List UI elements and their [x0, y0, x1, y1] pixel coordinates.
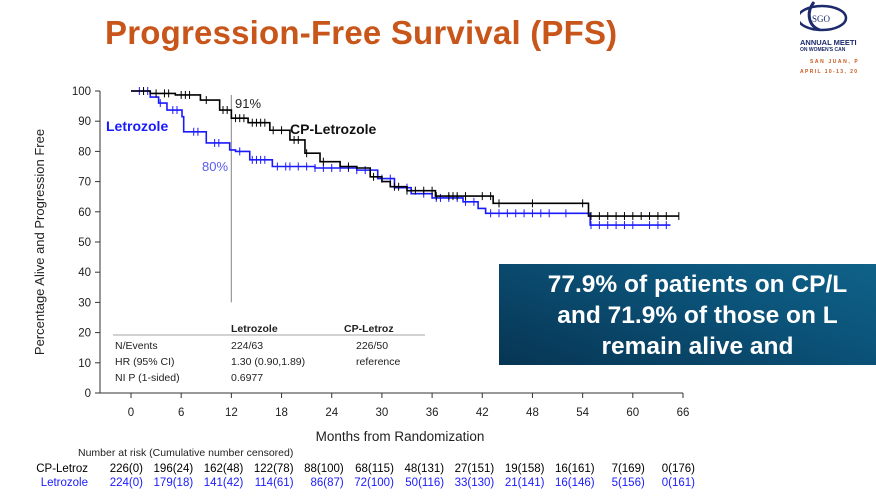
risk-value: 224(0) [110, 477, 143, 489]
x-tick-label: 12 [225, 407, 238, 419]
x-tick-label: 0 [128, 407, 134, 419]
risk-value: 21(141) [505, 477, 545, 489]
x-tick-label: 60 [626, 407, 639, 419]
y-tick-label: 70 [78, 177, 91, 189]
stats-cell: 1.30 (0.90,1.89) [231, 356, 305, 368]
y-tick-label: 30 [78, 297, 91, 309]
y-axis-label: Percentage Alive and Progression Free [32, 129, 47, 355]
risk-value: 226(0) [110, 463, 143, 475]
curve-cp-letrozole [131, 90, 679, 217]
axes: 0 10 20 30 40 50 60 70 80 90 100 0 6 12 18 24 30 36 42 48 54… [72, 86, 690, 419]
risk-value: 196(24) [154, 463, 194, 475]
stats-header-letrozole: Letrozole [231, 323, 278, 335]
risk-value: 7(169) [612, 463, 645, 475]
annotation-91: 91% [235, 96, 261, 111]
sgo-logo: SGO ANNUAL MEETI ON WOMEN'S CAN SAN JUAN… [800, 1, 859, 75]
risk-value: 0(176) [662, 463, 695, 475]
risk-value: 50(116) [405, 477, 444, 489]
y-tick-label: 10 [78, 358, 91, 370]
risk-row-label: Letrozole [41, 477, 88, 489]
stats-header-cp: CP-Letroz [344, 323, 394, 335]
survival-curves [131, 87, 680, 230]
stats-cell: reference [356, 356, 401, 368]
x-tick-label: 18 [275, 407, 288, 419]
risk-value: 72(100) [354, 477, 394, 489]
slide-title: Progression-Free Survival (PFS) [105, 14, 618, 51]
risk-value: 179(18) [154, 477, 194, 489]
logo-line2: ON WOMEN'S CAN [800, 47, 846, 53]
risk-row-label: CP-Letroz [36, 463, 88, 475]
x-tick-label: 36 [426, 407, 439, 419]
stats-cell: 0.6977 [231, 372, 263, 384]
callout-line: 77.9% of patients on CP/L [547, 271, 848, 298]
risk-value: 88(100) [304, 463, 344, 475]
risk-value: 0(161) [662, 477, 695, 489]
stats-cell: 224/63 [231, 340, 263, 352]
x-tick-label: 66 [677, 407, 690, 419]
risk-value: 27(151) [455, 463, 495, 475]
legend-letrozole: Letrozole [106, 118, 168, 134]
risk-value: 114(61) [255, 477, 294, 489]
logo-ellipse [800, 4, 848, 32]
y-tick-label: 20 [78, 328, 91, 340]
legend-cp-letrozole: CP-Letrozole [290, 121, 377, 137]
logo-line1: ANNUAL MEETI [800, 38, 857, 47]
callout-line: and 71.9% of those on L [557, 302, 838, 329]
callout-line: remain alive and [601, 333, 794, 360]
risk-value: 5(156) [612, 477, 645, 489]
annotation-80: 80% [202, 159, 228, 174]
risk-value: 122(78) [254, 463, 294, 475]
risk-value: 162(48) [204, 463, 244, 475]
y-tick-label: 100 [72, 86, 91, 98]
y-tick-label: 40 [78, 267, 91, 279]
y-tick-label: 90 [78, 116, 91, 128]
x-tick-label: 30 [376, 407, 389, 419]
y-tick-label: 60 [78, 207, 91, 219]
logo-swoosh [807, 1, 821, 32]
logo-line4: APRIL 10-13, 20 [800, 69, 858, 75]
y-tick-label: 50 [78, 237, 91, 249]
risk-table: CP-Letroz 226(0) 196(24) 162(48) 122(78) 88(1… [36, 463, 695, 489]
x-tick-label: 54 [576, 407, 589, 419]
risk-value: 86(87) [310, 477, 343, 489]
x-tick-label: 6 [178, 407, 184, 419]
risk-value: 16(161) [555, 463, 595, 475]
y-tick-label: 0 [85, 388, 91, 400]
x-axis-label: Months from Randomization [316, 429, 485, 444]
stats-row-label: NI P (1-sided) [115, 372, 180, 384]
y-tick-label: 80 [78, 146, 91, 158]
risk-value: 48(131) [404, 463, 444, 475]
risk-value: 141(42) [204, 477, 244, 489]
logo-text: SGO [812, 14, 831, 24]
x-tick-label: 24 [325, 407, 338, 419]
callout-box: 77.9% of patients on CP/L and 71.9% of t… [499, 264, 876, 365]
stats-cell: 226/50 [356, 340, 388, 352]
risk-value: 19(158) [505, 463, 545, 475]
x-tick-label: 42 [476, 407, 489, 419]
risk-value: 16(146) [555, 477, 595, 489]
risk-table-title: Number at risk (Cumulative number censor… [78, 447, 293, 459]
risk-value: 33(130) [455, 477, 495, 489]
stats-row-label: N/Events [115, 340, 158, 352]
logo-line3: SAN JUAN, P [810, 59, 859, 65]
x-tick-label: 48 [526, 407, 539, 419]
risk-value: 68(115) [355, 463, 394, 475]
stats-row-label: HR (95% CI) [115, 356, 175, 368]
stats-table: Letrozole CP-Letroz N/Events 224/63 226/… [113, 323, 425, 384]
